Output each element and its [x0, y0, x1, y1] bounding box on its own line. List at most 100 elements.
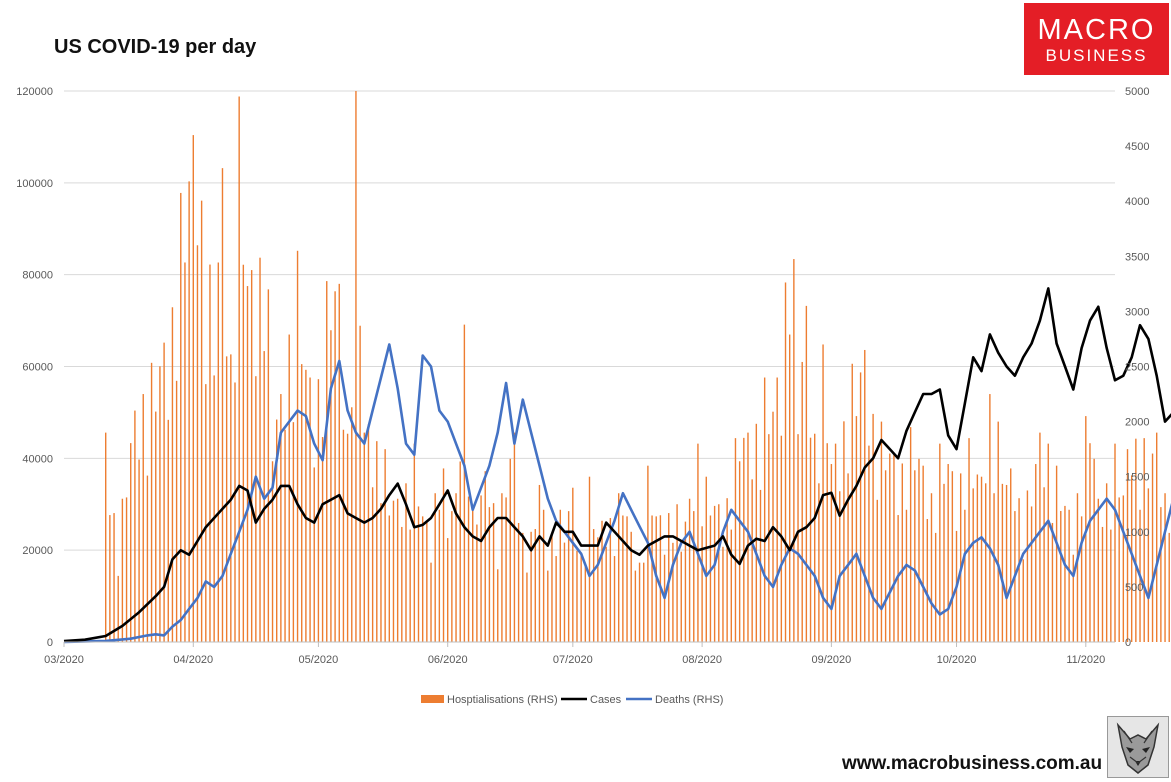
y-left-tick-label: 0	[47, 637, 53, 649]
hospitalisation-bar	[634, 570, 637, 642]
hospitalisation-bar	[643, 562, 645, 642]
hospitalisation-bar	[567, 511, 570, 642]
hospitalisation-bar	[547, 570, 549, 642]
y-left-tick-label: 40000	[22, 453, 53, 465]
hospitalisation-bar	[367, 424, 370, 642]
hospitalisation-bar	[851, 363, 853, 642]
y-right-tick-label: 3000	[1125, 306, 1149, 318]
hospitalisation-bar	[722, 546, 724, 642]
hospitalisation-bar	[1051, 522, 1054, 642]
hospitalisation-bar	[146, 475, 149, 642]
hospitalisation-bar	[196, 245, 199, 642]
hospitalisation-bar	[793, 259, 795, 642]
hospitalisation-bar	[672, 542, 674, 642]
hospitalisation-bar	[184, 262, 186, 642]
hospitalisation-bar	[171, 307, 174, 642]
hospitalisation-bar	[659, 515, 662, 642]
legend: Hosptialisations (RHS) Cases Deaths (RHS)	[421, 694, 723, 706]
hospitalisation-bar	[1168, 532, 1170, 642]
hospitalisation-bar	[559, 509, 562, 642]
hospitalisation-bar	[1110, 529, 1112, 642]
hospitalisation-bar	[401, 526, 403, 642]
hospitalisation-bar	[814, 433, 816, 642]
hospitalisation-bar	[292, 422, 295, 642]
hospitalisation-bar	[405, 483, 407, 642]
hospitalisation-bar	[1156, 432, 1158, 642]
hospitalisation-bar	[617, 493, 620, 642]
legend-cases: Cases	[561, 694, 622, 706]
hospitalisation-bar	[438, 509, 441, 642]
hospitalisation-bar	[797, 434, 799, 642]
axes: 0 20000 40000 60000 80000 100000 120000 0 500 100…	[16, 86, 1149, 666]
hospitalisation-bar	[889, 453, 891, 642]
hospitalisation-bar	[872, 413, 874, 642]
hospitalisation-bar	[697, 443, 699, 642]
y-right-tick-label: 2500	[1125, 362, 1149, 374]
hospitalisation-bar	[809, 437, 812, 642]
hospitalisation-bar	[321, 437, 324, 642]
x-tick-label: 08/2020	[682, 654, 722, 666]
hospitalisation-bar	[951, 471, 954, 642]
hospitalisation-bar	[330, 330, 332, 642]
hospitalisation-bar	[989, 394, 991, 642]
hospitalisation-bar	[255, 376, 257, 642]
hospitalisation-bar	[1160, 507, 1162, 642]
hospitalisation-bar	[1147, 488, 1150, 642]
hospitalisation-bar	[768, 434, 770, 642]
hospitalisation-bar	[305, 369, 307, 642]
hospitalisation-bar	[693, 511, 695, 642]
hospitalisation-bar	[1064, 505, 1066, 642]
y-right-tick-label: 5000	[1125, 86, 1149, 98]
website-url[interactable]: www.macrobusiness.com.au	[842, 753, 1103, 774]
hospitalisation-bar	[1114, 443, 1116, 642]
hospitalisation-bar	[914, 470, 916, 642]
hospitalisation-bar	[1043, 487, 1045, 642]
hospitalisation-bar	[805, 305, 808, 642]
hospitalisation-bar	[1101, 526, 1104, 642]
hospitalisation-bar	[392, 500, 395, 642]
hospitalisation-bar	[638, 562, 641, 642]
hospitalisation-bar	[167, 419, 169, 642]
hospitalisation-bar	[492, 503, 495, 642]
hospitalisation-bar	[159, 366, 161, 642]
hospitalisation-bar	[959, 473, 962, 642]
hospitalisation-bar	[918, 458, 920, 642]
hospitalisation-bar	[396, 498, 399, 642]
hospitalisation-bar	[680, 551, 682, 642]
hospitalisation-bar	[1143, 438, 1145, 642]
hospitalisation-bar	[505, 497, 507, 642]
series-lines	[63, 287, 1171, 644]
hospitalisation-bar	[613, 556, 616, 642]
hospitalisation-bar	[109, 515, 111, 642]
hospitalisation-bar	[1089, 443, 1091, 642]
hospitalisation-bar	[334, 291, 336, 642]
hospitalisation-bar	[163, 342, 165, 642]
hospitalisation-bar	[180, 192, 182, 642]
hospitalisation-bar	[513, 432, 516, 642]
hospitalisation-bar	[1135, 438, 1137, 642]
y-right-tick-label: 1500	[1125, 472, 1149, 484]
hospitalisation-bar	[751, 479, 753, 642]
hospitalisation-bar	[893, 454, 895, 642]
hospitalisation-bar	[280, 394, 282, 642]
hospitalisation-bar	[1164, 493, 1166, 642]
hospitalisation-bar	[684, 521, 687, 642]
hospitalisation-bar	[309, 377, 311, 642]
hospitalisation-bar	[788, 334, 791, 642]
hospitalisation-bar	[1130, 475, 1133, 642]
x-tick-label: 07/2020	[553, 654, 593, 666]
hospitalisation-bar	[939, 443, 941, 642]
hospitalisation-bar	[609, 518, 612, 642]
hospitalisation-bar	[113, 513, 115, 642]
hospitalisation-bar	[338, 283, 340, 642]
hospitalisation-bar	[205, 384, 207, 642]
hospitalisation-bar	[688, 498, 691, 642]
hospitalisation-bar	[430, 562, 432, 642]
hospitalisation-bar	[200, 200, 203, 643]
hospitalisation-bar	[384, 449, 386, 642]
hospitalisation-bar	[271, 461, 274, 642]
hospitalisation-bar	[426, 520, 428, 642]
hospitalisation-bar	[934, 532, 937, 642]
hospitalisation-bar	[421, 516, 424, 642]
